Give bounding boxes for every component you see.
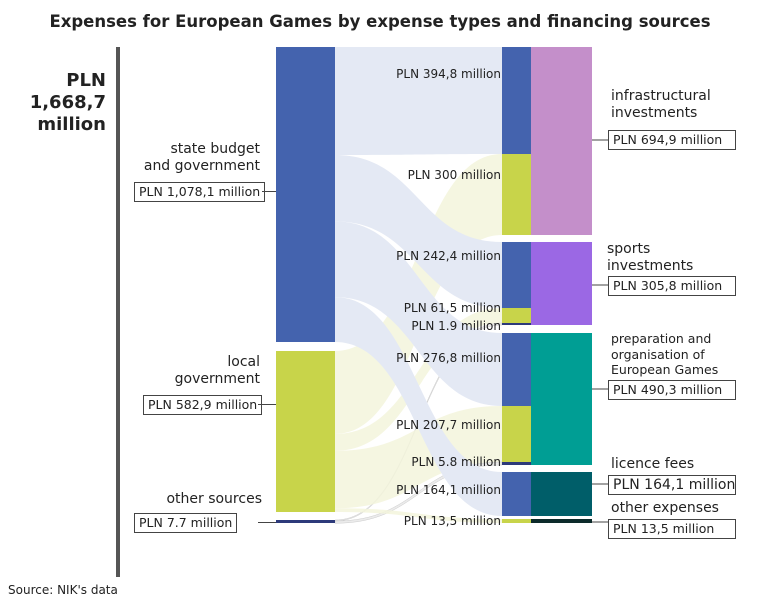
flow-value-label: PLN 394,8 million xyxy=(396,67,501,81)
source-value-local: PLN 582,9 million xyxy=(143,395,263,415)
flow-band xyxy=(335,221,502,406)
target-label-infrastructure: infrastructural investments xyxy=(611,88,711,121)
target-value-preparation: PLN 490,3 million xyxy=(608,380,736,400)
flow-band xyxy=(335,308,502,451)
divider-line xyxy=(116,47,120,577)
target-node xyxy=(531,472,592,516)
flow-value-label: PLN 13,5 million xyxy=(403,514,501,528)
source-label-other: other sources xyxy=(166,491,262,507)
target-node xyxy=(531,47,592,235)
flow-value-label: PLN 300 million xyxy=(407,168,501,182)
target-label-sports: sports investments xyxy=(607,241,694,274)
source-node xyxy=(276,47,335,342)
flow-segment xyxy=(502,242,531,308)
target-value-licence: PLN 164,1 million xyxy=(608,475,736,495)
flow-segment xyxy=(502,406,531,462)
flow-band xyxy=(335,406,502,509)
source-value-state: PLN 1,078,1 million xyxy=(134,182,266,202)
source-note: Source: NIK's data xyxy=(8,583,118,597)
flow-value-label: PLN 242,4 million xyxy=(396,249,501,263)
source-node xyxy=(276,351,335,512)
flow-segment xyxy=(502,462,531,465)
target-label-preparation: preparation and organisation of European… xyxy=(611,331,719,377)
flow-segment xyxy=(502,154,531,235)
flow-segment xyxy=(502,323,531,325)
total-amount: PLN 1,668,7 million xyxy=(29,70,106,135)
chart-title: Expenses for European Games by expense t… xyxy=(49,12,711,31)
flow-value-label: PLN 1.9 million xyxy=(411,319,501,333)
flow-band xyxy=(335,155,502,308)
flow-segment xyxy=(502,519,531,523)
target-node xyxy=(531,519,592,523)
target-node xyxy=(531,242,592,325)
target-value-other: PLN 13,5 million xyxy=(608,519,736,539)
target-label-other: other expenses xyxy=(611,500,719,516)
target-label-licence: licence fees xyxy=(611,456,695,472)
flow-value-label: PLN 207,7 million xyxy=(396,418,501,432)
flow-band xyxy=(335,297,502,516)
flow-band xyxy=(335,508,502,523)
source-value-other: PLN 7.7 million xyxy=(134,513,238,533)
flow-value-label: PLN 5.8 million xyxy=(411,455,501,469)
flow-value-label: PLN 276,8 million xyxy=(396,351,501,365)
target-value-sports: PLN 305,8 million xyxy=(608,276,736,296)
source-node xyxy=(276,520,335,523)
flow-value-label: PLN 61,5 million xyxy=(403,301,501,315)
source-label-state: state budget and government xyxy=(143,141,260,174)
flow-segment xyxy=(502,308,531,323)
flow-band xyxy=(335,47,502,156)
source-label-local: local government xyxy=(174,354,260,387)
flow-segment xyxy=(502,47,531,154)
flow-segment xyxy=(502,333,531,406)
flow-value-label: PLN 164,1 million xyxy=(396,483,501,497)
flow-segment xyxy=(502,472,531,516)
target-value-infrastructure: PLN 694,9 million xyxy=(608,130,736,150)
target-node xyxy=(531,333,592,465)
